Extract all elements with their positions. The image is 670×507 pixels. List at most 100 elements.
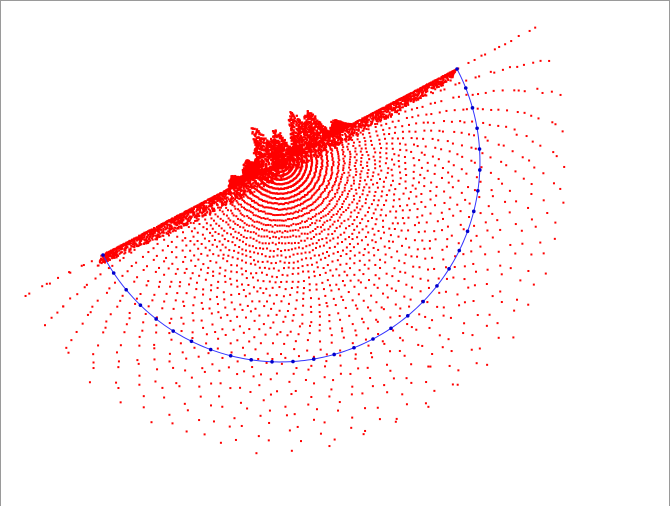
mesh-point: [172, 366, 175, 369]
mesh-point: [433, 83, 436, 86]
mesh-point: [240, 197, 243, 200]
mesh-point: [201, 307, 204, 310]
mesh-point: [286, 230, 289, 233]
mesh-point: [280, 362, 283, 365]
mesh-point: [219, 382, 222, 385]
mesh-point: [331, 171, 334, 174]
mesh-point: [301, 313, 304, 316]
mesh-point: [257, 228, 260, 231]
mesh-point: [308, 283, 311, 286]
mesh-point: [319, 203, 322, 206]
mesh-point: [364, 214, 367, 217]
mesh-point: [297, 355, 300, 358]
mesh-point: [401, 125, 404, 128]
mesh-point: [317, 297, 320, 300]
mesh-point: [401, 130, 404, 133]
mesh-point: [206, 254, 209, 257]
mesh-point: [262, 323, 265, 326]
mesh-point: [317, 239, 320, 242]
mesh-point: [248, 209, 251, 212]
mesh-point: [271, 207, 274, 210]
mesh-point: [300, 155, 303, 158]
mesh-point: [314, 215, 317, 218]
mesh-point: [297, 192, 300, 195]
mesh-point: [247, 196, 250, 199]
mesh-point: [296, 216, 299, 219]
mesh-point: [337, 169, 340, 172]
mesh-point: [175, 382, 178, 385]
mesh-point: [191, 331, 194, 334]
mesh-point: [327, 213, 330, 216]
mesh-point: [416, 107, 419, 110]
mesh-point: [117, 360, 120, 363]
mesh-point: [160, 226, 163, 229]
mesh-point: [259, 342, 262, 345]
mesh-point: [327, 183, 330, 186]
mesh-point: [323, 189, 326, 192]
mesh-point: [339, 177, 342, 180]
mesh-point: [313, 192, 316, 195]
mesh-point: [316, 162, 319, 165]
mesh-point: [254, 307, 257, 310]
mesh-point: [326, 195, 329, 198]
mesh-point: [348, 203, 351, 206]
mesh-point: [313, 175, 316, 178]
mesh-point: [320, 148, 323, 151]
mesh-point: [321, 160, 324, 163]
mesh-point: [391, 275, 394, 278]
mesh-point: [327, 191, 330, 194]
mesh-point: [350, 187, 353, 190]
mesh-point: [331, 139, 334, 142]
mesh-point: [449, 196, 452, 199]
mesh-point: [314, 222, 317, 225]
mesh-point: [230, 293, 233, 296]
mesh-point: [181, 249, 184, 252]
mesh-point: [315, 170, 318, 173]
mesh-point: [420, 151, 423, 154]
mesh-point: [442, 79, 445, 82]
mesh-point: [396, 137, 399, 140]
mesh-point: [152, 247, 155, 250]
mesh-point: [224, 306, 227, 309]
mesh-point: [239, 401, 242, 404]
mesh-point: [202, 214, 205, 217]
mesh-point: [233, 187, 236, 190]
mesh-point: [292, 195, 295, 198]
mesh-point: [452, 214, 455, 217]
mesh-point: [414, 187, 417, 190]
mesh-point: [323, 149, 326, 152]
mesh-point: [516, 111, 519, 114]
mesh-point: [256, 196, 259, 199]
mesh-point: [121, 294, 124, 297]
mesh-point: [255, 232, 258, 235]
mesh-point: [197, 247, 200, 250]
mesh-point: [218, 395, 221, 398]
mesh-point: [41, 285, 44, 288]
mesh-point: [387, 107, 390, 110]
mesh-point: [372, 212, 375, 215]
mesh-point: [339, 233, 342, 236]
mesh-point: [203, 370, 206, 373]
mesh-point: [375, 301, 378, 304]
mesh-point: [333, 181, 336, 184]
mesh-point: [347, 128, 350, 131]
mesh-point: [234, 187, 237, 190]
mesh-point: [331, 189, 334, 192]
mesh-point: [271, 275, 274, 278]
mesh-point: [249, 217, 252, 220]
mesh-point: [514, 252, 517, 255]
mesh-point: [281, 231, 284, 234]
mesh-point: [393, 153, 396, 156]
mesh-point: [309, 257, 312, 260]
mesh-point: [405, 283, 408, 286]
mesh-point: [236, 257, 239, 260]
mesh-point: [300, 232, 303, 235]
mesh-point: [215, 261, 218, 264]
mesh-point: [470, 348, 473, 351]
mesh-point: [348, 224, 351, 227]
mesh-point: [275, 214, 278, 217]
mesh-point: [430, 129, 433, 132]
mesh-point: [391, 120, 394, 123]
mesh-point: [427, 268, 430, 271]
mesh-point: [374, 123, 377, 126]
